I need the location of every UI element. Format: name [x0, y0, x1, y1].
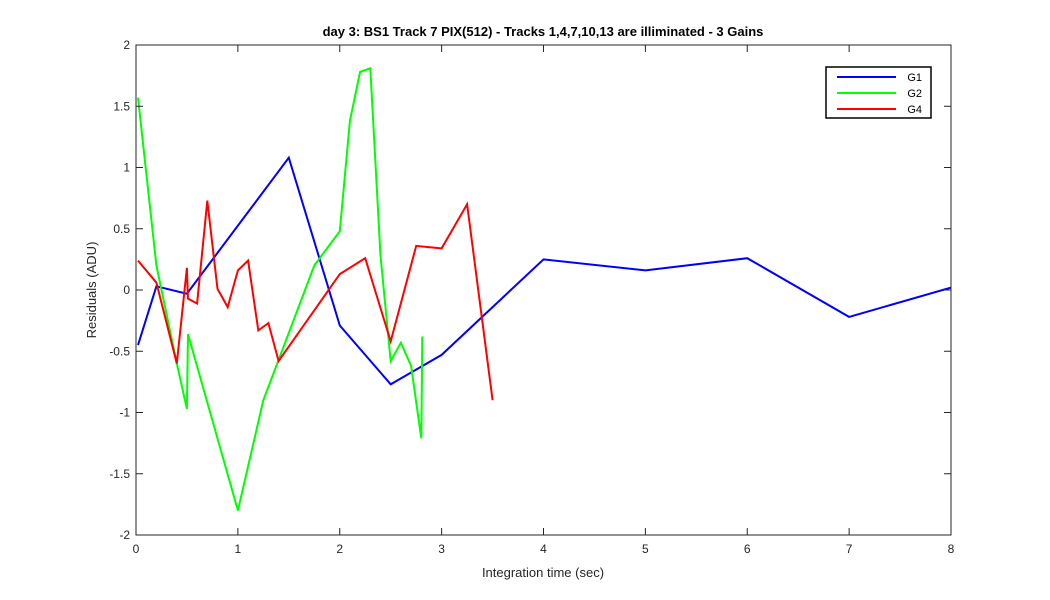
- x-tick-label: 1: [235, 542, 242, 556]
- y-tick-label: -1: [119, 406, 130, 420]
- series-line-g1: [137, 155, 951, 386]
- legend: G1 G2 G4: [825, 66, 932, 119]
- y-tick-label: -1.5: [109, 467, 130, 481]
- x-tick-label: 3: [438, 542, 445, 556]
- x-tick-label: 6: [744, 542, 751, 556]
- series-line-g4: [137, 200, 494, 401]
- y-tick-label: 1.5: [113, 99, 130, 113]
- y-tick-label: -0.5: [109, 344, 130, 358]
- legend-label-g2: G2: [907, 88, 922, 100]
- x-tick-label: 8: [948, 542, 955, 556]
- x-tick-label: 5: [642, 542, 649, 556]
- axes-layer: 0 1 2 3 4 5 6 7 8 -2 -1.5 -1 -0.5 0 0.5 1 1.5 2: [109, 38, 954, 556]
- x-tick-label: 4: [540, 542, 547, 556]
- y-tick-label: 0.5: [113, 222, 130, 236]
- y-tick-label: -2: [119, 528, 130, 542]
- y-axis-title: Residuals (ADU): [84, 242, 99, 339]
- legend-label-g1: G1: [907, 72, 922, 84]
- legend-label-g4: G4: [907, 104, 922, 116]
- series-line-g2: [137, 66, 424, 511]
- plot-area: [136, 45, 951, 535]
- series-layer: [137, 66, 951, 511]
- x-axis-title: Integration time (sec): [482, 565, 604, 580]
- chart-title: day 3: BS1 Track 7 PIX(512) - Tracks 1,4…: [323, 24, 764, 39]
- x-tick-label: 7: [846, 542, 853, 556]
- y-tick-label: 1: [123, 161, 130, 175]
- y-tick-label: 2: [123, 38, 130, 52]
- y-tick-label: 0: [123, 283, 130, 297]
- x-tick-label: 0: [133, 542, 140, 556]
- x-tick-label: 2: [336, 542, 343, 556]
